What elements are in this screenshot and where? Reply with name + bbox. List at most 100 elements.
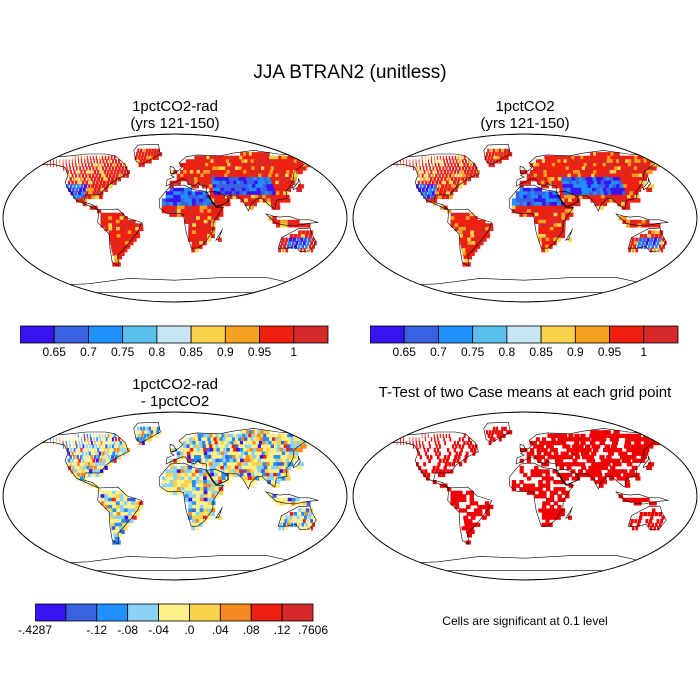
map-cell [423,462,426,467]
map-cell [70,448,73,453]
map-cell [115,173,119,178]
map-cell [243,170,249,175]
map-cell [538,209,543,214]
map-cell [218,515,222,520]
map-cell [116,251,122,256]
map-cell [119,173,123,178]
map-cell [106,448,110,453]
map-cell [620,455,626,460]
map-cell [461,526,467,531]
map-cell [477,226,482,232]
map-cell [230,162,236,168]
map-cell [549,490,555,495]
map-cell [268,191,274,196]
map-cell [594,480,600,485]
map-cell [219,170,225,175]
map-cell [555,162,560,168]
map-cell [452,458,456,463]
map-cell [473,226,479,232]
map-cell [557,216,562,221]
map-cell [553,173,559,178]
map-cell [296,237,300,242]
map-cell [173,469,178,474]
map-cell [159,152,163,157]
map-cell [104,155,107,160]
map-cell [301,508,306,513]
map-cell [639,170,646,175]
map-cell [196,212,201,217]
map-cell [238,187,244,192]
map-cell [556,155,561,160]
map-cell [187,177,192,182]
map-cell [473,170,477,175]
map-cell [180,490,186,495]
map-cell [447,187,451,192]
map-cell [620,187,627,192]
map-cell [202,194,208,200]
map-panel-b [352,133,698,303]
map-cell [194,180,199,185]
map-cell [235,159,241,164]
map-cell [515,194,520,200]
map-cell [90,177,93,182]
map-cell [462,223,467,228]
map-cell [438,472,442,478]
colorbar-swatch [609,325,645,344]
map-cell [554,159,559,164]
map-cell [541,437,547,442]
map-cell [113,440,116,446]
map-cell [173,487,178,492]
map-cell [222,180,228,185]
map-cell [180,469,185,474]
map-cell [585,191,591,196]
map-cell [542,162,547,168]
map-cell [131,226,136,232]
map-cell [108,230,114,235]
map-cell [108,184,113,189]
map-cell [433,433,435,438]
map-cell [424,191,428,196]
map-cell [416,444,418,449]
map-cell [184,202,189,207]
map-cell [450,490,455,495]
map-cell [97,465,101,470]
map-cell [230,462,236,467]
map-cell [222,480,227,485]
map-cell [195,159,200,164]
map-cell [218,444,224,449]
map-cell [488,440,492,446]
map-cell [442,180,446,185]
map-cell [228,177,234,182]
map-cell [602,202,607,207]
map-cell [557,159,562,164]
map-cell [143,433,147,438]
map-cell [552,241,557,246]
map-cell [202,469,208,474]
map-cell [195,480,201,485]
map-cell [115,166,118,171]
map-cell [437,184,441,189]
map-cell [180,476,185,481]
map-cell [441,194,446,200]
map-cell [201,462,207,467]
map-cell [545,237,550,242]
map-cell [465,526,471,531]
map-cell [248,462,254,467]
map-cell [304,234,309,239]
map-cell [264,191,271,196]
map-cell [196,170,201,175]
map-cell [228,469,233,474]
map-cell [441,162,443,168]
map-cell [222,202,227,207]
map-cell [631,248,635,253]
map-cell [134,223,140,228]
map-cell [453,170,457,175]
map-cell [575,455,581,460]
map-cell [96,159,98,164]
map-cell [92,444,95,449]
map-cell [485,234,491,239]
map-cell [99,469,104,474]
map-cell [82,465,86,470]
map-cell [551,162,557,168]
map-cell [203,476,208,481]
